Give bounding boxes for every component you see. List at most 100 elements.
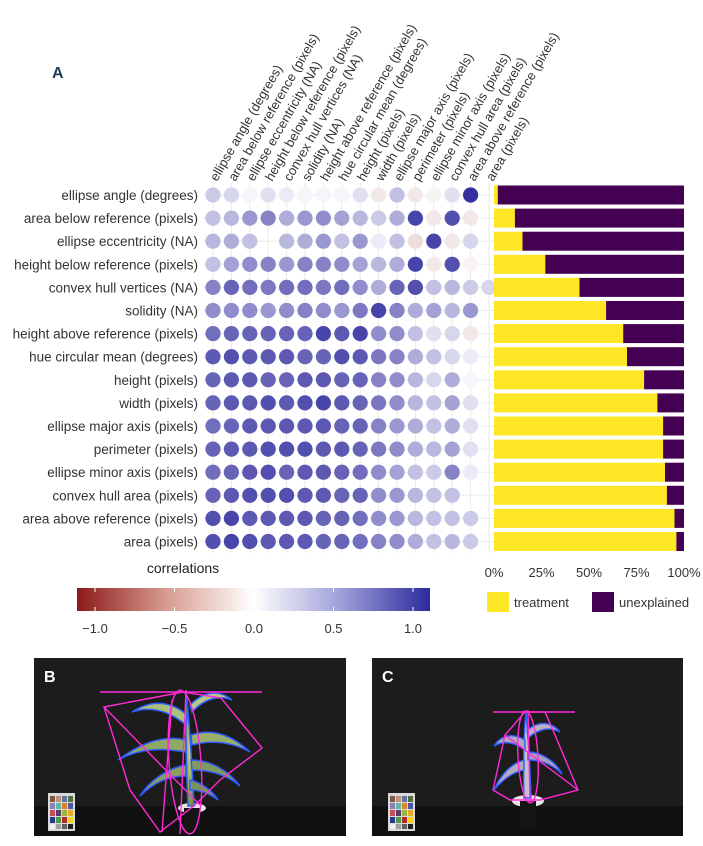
- heatmap-dot: [463, 510, 479, 526]
- row-label-area-pixels: area (pixels): [124, 535, 198, 550]
- row-label-ellipse-angle-degrees: ellipse angle (degrees): [61, 188, 198, 203]
- heatmap-dot: [205, 302, 221, 319]
- heatmap-dot: [371, 349, 387, 365]
- heatmap-dot: [371, 279, 387, 295]
- heatmap-dot: [223, 279, 239, 295]
- heatmap-dot: [223, 326, 239, 342]
- bar-x-tick: 50%: [576, 565, 602, 580]
- heatmap-dot: [352, 464, 368, 480]
- heatmap-dot: [279, 510, 295, 526]
- heatmap-dot: [389, 349, 405, 365]
- heatmap-dot: [242, 326, 258, 342]
- heatmap-dot: [279, 279, 295, 295]
- legend-swatch-unexplained: [592, 592, 614, 612]
- heatmap-dot: [389, 302, 405, 319]
- heatmap-dot: [407, 279, 423, 295]
- bar-unexplained-area-pixels: [676, 532, 684, 551]
- heatmap-dot: [407, 256, 423, 272]
- bar-treatment-ellipse-angle-degrees: [494, 185, 498, 205]
- heatmap-dot: [407, 187, 423, 203]
- stacked-bars: [494, 185, 684, 551]
- heatmap-dot: [444, 326, 460, 342]
- row-label-solidity-na: solidity (NA): [125, 304, 198, 319]
- heatmap-dot: [205, 210, 221, 226]
- heatmap-dot: [279, 441, 295, 457]
- heatmap-dot: [223, 418, 239, 434]
- row-label-width-pixels: width (pixels): [118, 396, 198, 411]
- heatmap-dot: [352, 441, 368, 457]
- heatmap-dot: [223, 441, 239, 457]
- heatmap-dot: [444, 372, 460, 388]
- bar-unexplained-convex-hull-area-pixels: [666, 485, 684, 505]
- heatmap-dot: [444, 349, 460, 365]
- heatmap-dots: [205, 187, 497, 550]
- heatmap-dot: [315, 487, 331, 503]
- heatmap-dot: [242, 372, 258, 388]
- heatmap-dot: [463, 256, 479, 272]
- heatmap-dot: [279, 418, 295, 434]
- heatmap-dot: [463, 441, 479, 457]
- heatmap-dot: [315, 210, 331, 226]
- heatmap-dot: [389, 326, 405, 342]
- heatmap-dot: [407, 326, 423, 342]
- heatmap-dot: [223, 372, 239, 388]
- colorbar-tick-label: −0.5: [162, 621, 188, 636]
- heatmap-dot: [242, 302, 258, 319]
- bar-treatment-convex-hull-vertices-na: [494, 277, 580, 297]
- heatmap-dot: [242, 510, 258, 526]
- heatmap-dot: [279, 233, 295, 249]
- heatmap-dot: [352, 533, 368, 550]
- legend-label-treatment: treatment: [514, 595, 569, 610]
- bar-treatment-area-below-reference-pixels: [494, 208, 515, 228]
- heatmap-dot: [444, 302, 460, 319]
- bar-treatment-convex-hull-area-pixels: [494, 485, 667, 505]
- heatmap-dot: [315, 533, 331, 550]
- heatmap-dot: [371, 326, 387, 342]
- heatmap-dot: [334, 487, 350, 503]
- bar-unexplained-area-below-reference-pixels: [514, 208, 684, 228]
- heatmap-dot: [371, 395, 387, 411]
- heatmap-dot: [279, 349, 295, 365]
- heatmap-dot: [223, 487, 239, 503]
- heatmap-dot: [205, 487, 221, 503]
- heatmap-dot: [223, 302, 239, 319]
- bar-unexplained-height-below-reference-pixels: [545, 254, 684, 274]
- panel-b-photo: B: [34, 658, 346, 836]
- heatmap-dot: [444, 487, 460, 503]
- heatmap-dot: [426, 464, 442, 480]
- heatmap-dot: [242, 418, 258, 434]
- heatmap-dot: [389, 418, 405, 434]
- heatmap-dot: [242, 187, 258, 203]
- heatmap-dot: [352, 349, 368, 365]
- heatmap-dot: [205, 395, 221, 411]
- heatmap-dot: [279, 187, 295, 203]
- shape-overlay-c: [492, 709, 579, 804]
- heatmap-dot: [205, 441, 221, 457]
- heatmap-dot: [297, 418, 313, 434]
- heatmap-dot: [463, 464, 479, 480]
- heatmap-dot: [315, 395, 331, 411]
- heatmap-dot: [242, 256, 258, 272]
- heatmap-dot: [389, 533, 405, 550]
- colorbar-tick-label: 1.0: [404, 621, 422, 636]
- heatmap-dot: [279, 372, 295, 388]
- heatmap-dot: [371, 256, 387, 272]
- heatmap-dot: [315, 326, 331, 342]
- color-checker-c: [388, 793, 415, 831]
- heatmap-dot: [223, 464, 239, 480]
- heatmap-dot: [205, 418, 221, 434]
- heatmap-dot: [334, 256, 350, 272]
- heatmap-dot: [315, 302, 331, 319]
- heatmap-dot: [223, 349, 239, 365]
- heatmap-dot: [389, 464, 405, 480]
- colorbar-title: correlations: [147, 560, 219, 576]
- heatmap-dot: [334, 372, 350, 388]
- row-label-height-below-reference-pixels: height below reference (pixels): [14, 257, 198, 272]
- heatmap-dot: [444, 533, 460, 550]
- heatmap-dot: [426, 418, 442, 434]
- heatmap-dot: [463, 395, 479, 411]
- row-label-ellipse-eccentricity-na: ellipse eccentricity (NA): [57, 234, 198, 249]
- heatmap-dot: [426, 326, 442, 342]
- heatmap-dot: [352, 187, 368, 203]
